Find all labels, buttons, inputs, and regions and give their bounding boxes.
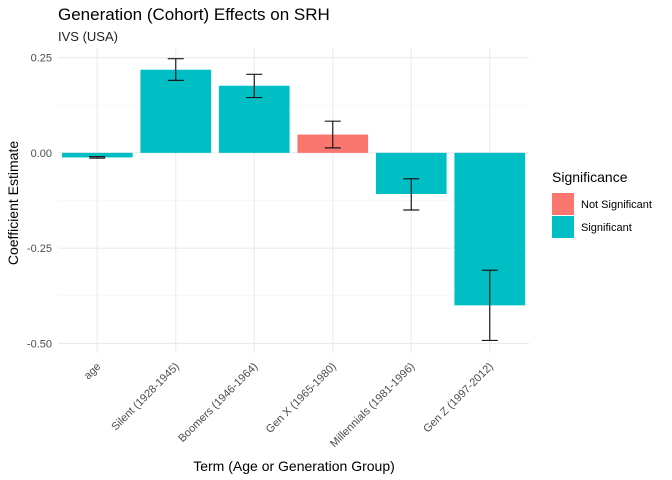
y-axis-ticks: 0.25 0.00 -0.25 -0.50 — [27, 53, 52, 351]
bar — [61, 152, 133, 158]
legend: Significance Not Significant Significant — [552, 169, 652, 238]
y-tick-label: -0.25 — [27, 243, 52, 255]
error-bars — [89, 58, 498, 342]
error-bar — [167, 58, 184, 82]
error-bar — [481, 269, 498, 342]
x-tick-label: Boomers (1946-1964) — [176, 361, 260, 445]
y-axis-title: Coefficient Estimate — [5, 141, 21, 265]
legend-swatch-not-significant — [552, 193, 574, 215]
x-tick-label: age — [82, 361, 103, 382]
bar — [140, 69, 212, 153]
x-tick-label: Silent (1928-1945) — [109, 361, 181, 433]
y-tick-label: 0.25 — [31, 53, 52, 65]
y-tick-label: -0.50 — [27, 338, 52, 350]
legend-label-not-significant: Not Significant — [581, 199, 652, 211]
chart-subtitle: IVS (USA) — [58, 29, 118, 44]
x-tick-label: Gen Z (1997-2012) — [421, 361, 496, 436]
error-bar — [246, 73, 263, 99]
x-tick-label: Gen X (1965-1980) — [264, 361, 339, 436]
x-axis-title: Term (Age or Generation Group) — [193, 458, 395, 474]
y-tick-label: 0.00 — [31, 148, 52, 160]
legend-label-significant: Significant — [581, 222, 632, 234]
legend-swatch-significant — [552, 216, 574, 238]
error-bar — [324, 120, 341, 149]
x-axis-ticks: age Silent (1928-1945)Boomers (1946-1964)… — [82, 361, 496, 450]
error-bar — [403, 178, 420, 211]
legend-title: Significance — [552, 169, 628, 185]
error-bar — [89, 156, 106, 159]
x-tick-label: Millennials (1981-1996) — [328, 361, 417, 450]
chart-title: Generation (Cohort) Effects on SRH — [58, 5, 330, 24]
